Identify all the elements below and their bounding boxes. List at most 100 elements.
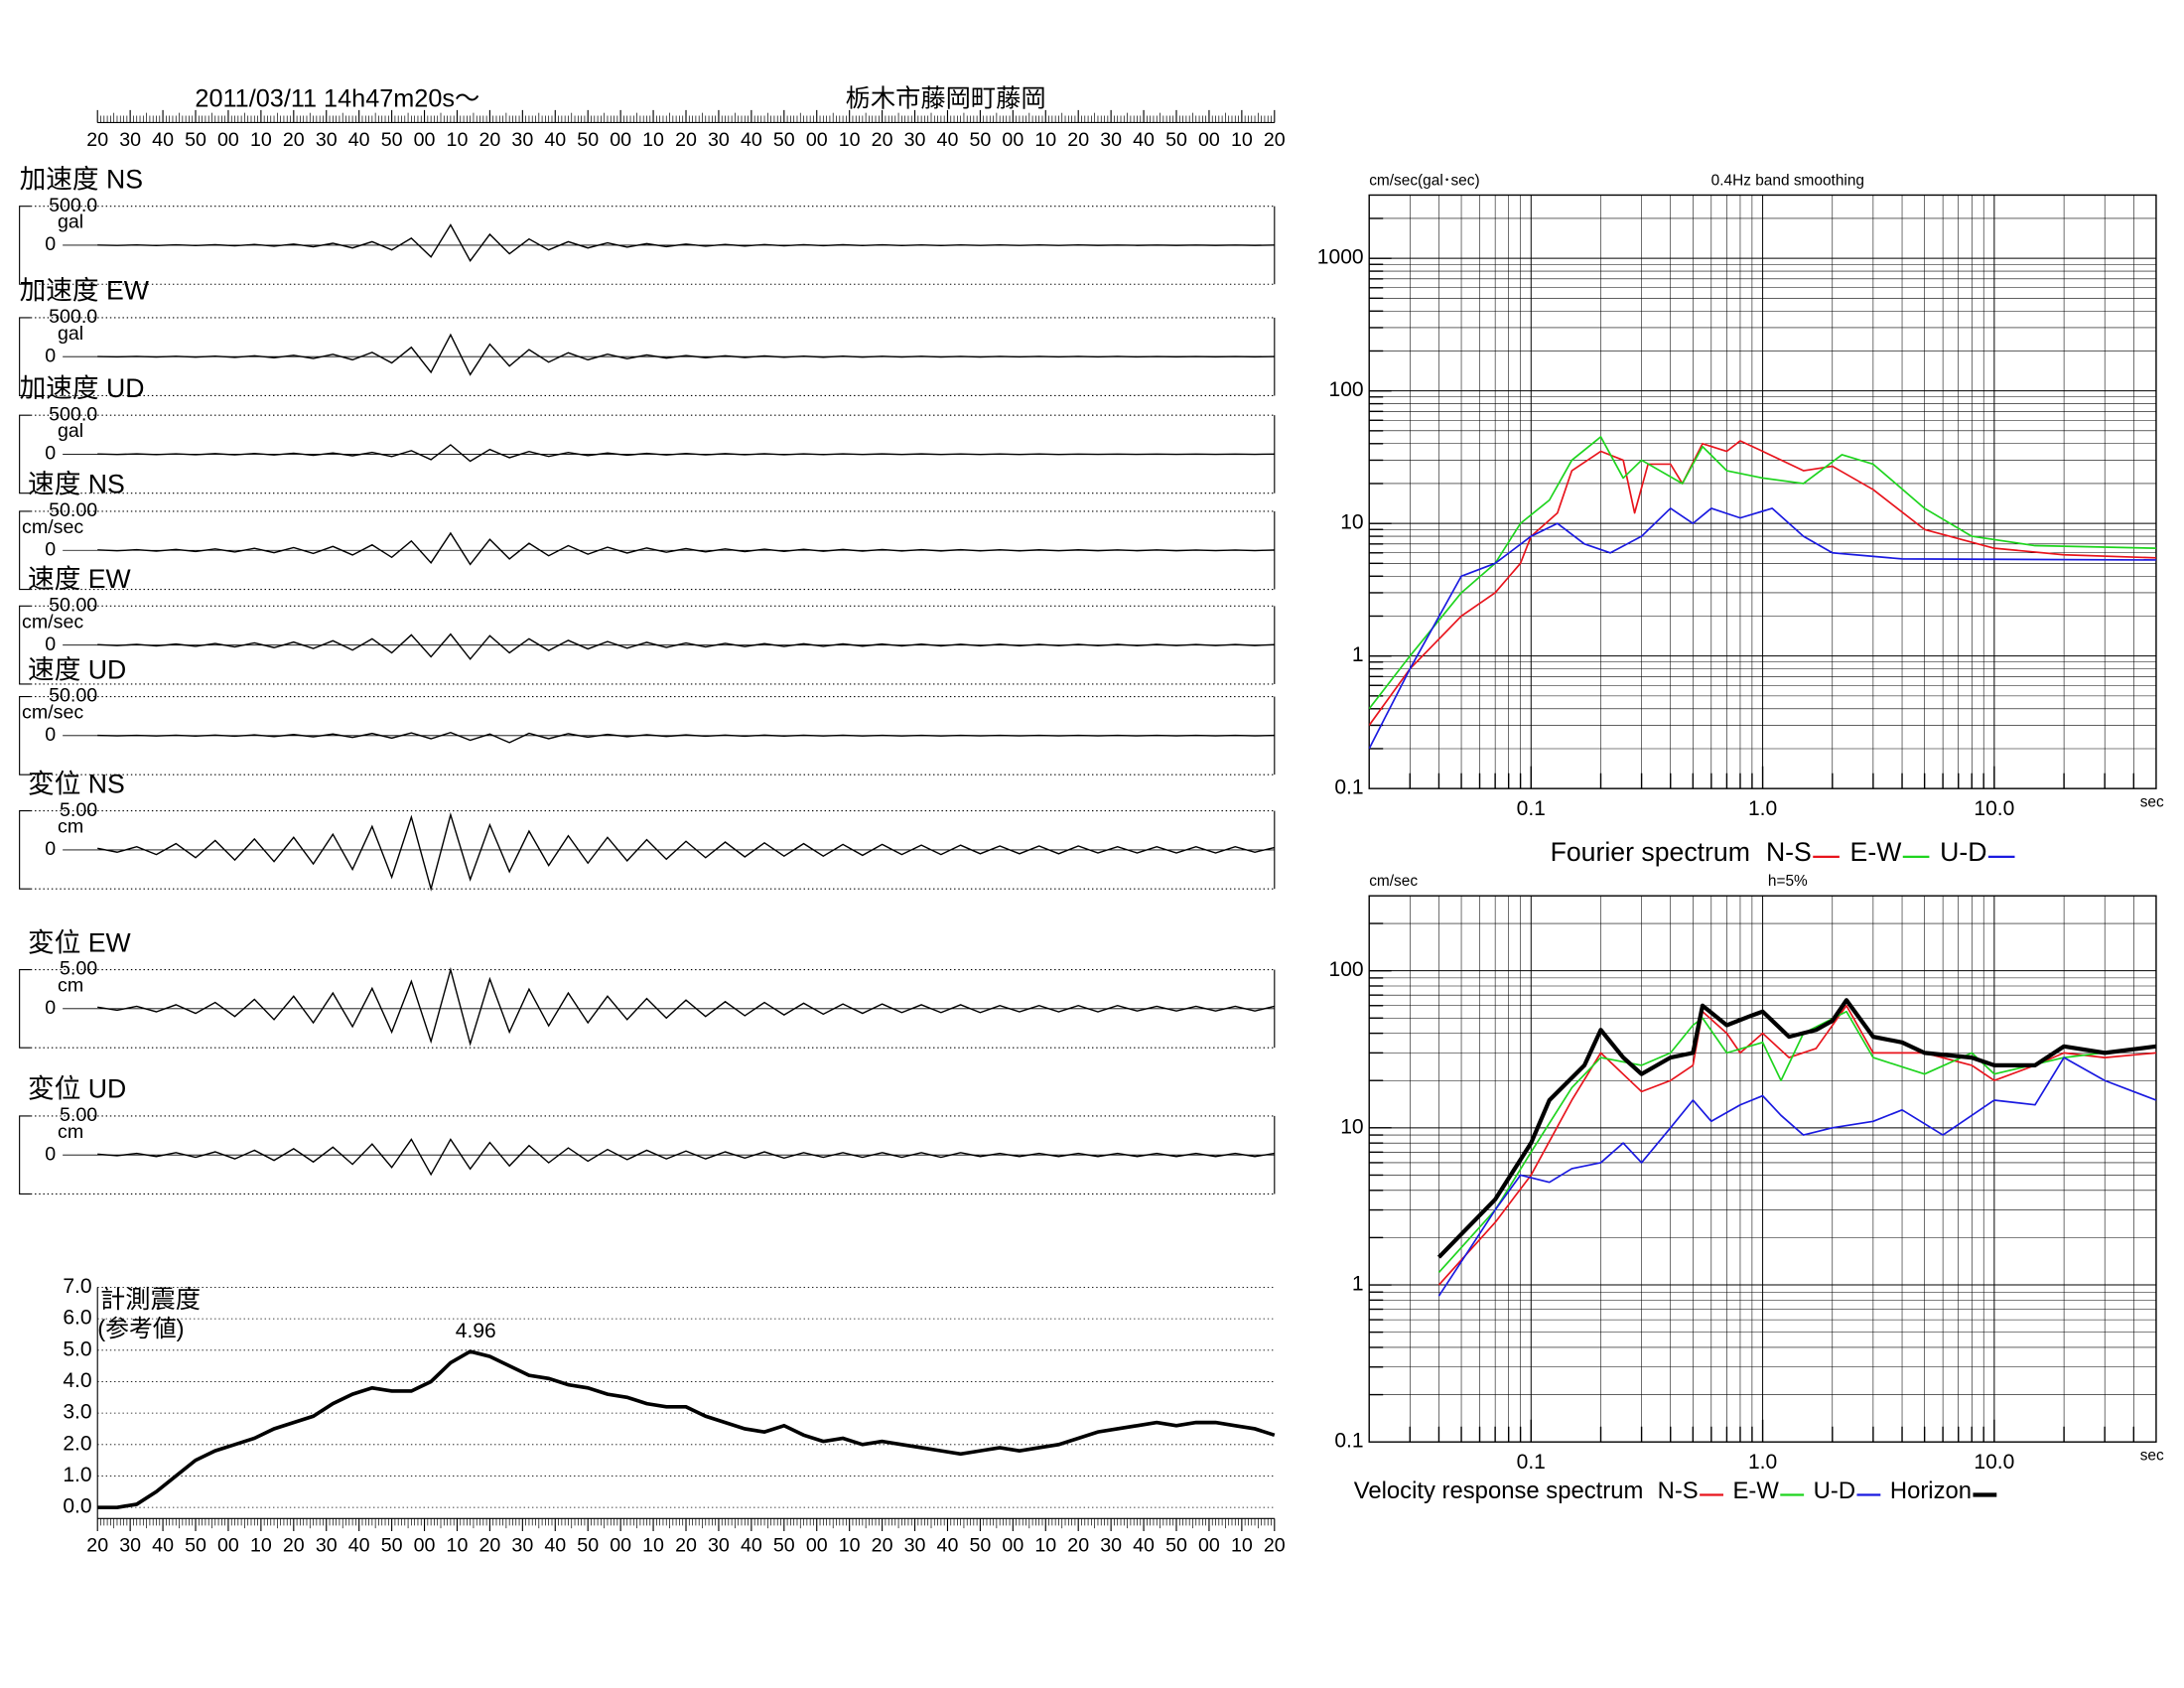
plot-frame — [1368, 895, 2157, 1443]
trace-unit: cm/sec — [22, 516, 83, 538]
intensity-line — [97, 1349, 1276, 1509]
panel-bracket — [19, 810, 31, 890]
ruler-label: 00 — [610, 1535, 631, 1557]
trace-unit: gal — [58, 323, 83, 345]
trace-scale-label: 500.0 — [49, 306, 97, 328]
ruler-label: 10 — [839, 129, 861, 151]
y-tick-label: 0.1 — [1334, 1430, 1363, 1453]
trace-scale-label: 0 — [45, 233, 56, 255]
ruler-label: 10 — [447, 1535, 469, 1557]
station-name: 栃木市藤岡町藤岡 — [846, 85, 1046, 113]
trace-scale-label: 5.00 — [60, 1104, 97, 1126]
ruler-label: 50 — [773, 129, 795, 151]
plot-frame — [1368, 194, 2157, 789]
trace-name: 変位 NS — [28, 769, 125, 798]
spectrum-line — [1437, 1010, 2156, 1274]
y-tick-label: 100 — [1329, 958, 1364, 981]
ruler-label: 20 — [1264, 1535, 1286, 1557]
ruler-label: 30 — [119, 1535, 141, 1557]
trace-scale-label: 0 — [45, 997, 56, 1019]
y-tick-label: 0.0 — [63, 1495, 91, 1518]
ruler-label: 20 — [478, 129, 500, 151]
trace-scale-label: 0 — [45, 633, 56, 655]
ruler-label: 00 — [806, 1535, 828, 1557]
ruler-label: 10 — [1034, 129, 1056, 151]
ruler-label: 50 — [1165, 1535, 1187, 1557]
spectrum-line — [1369, 436, 2156, 710]
y-tick-label: 100 — [1329, 378, 1364, 401]
ruler-label: 00 — [1198, 1535, 1220, 1557]
ruler-label: 20 — [1264, 129, 1286, 151]
waveform — [97, 633, 1275, 660]
panel-bracket — [19, 414, 31, 494]
legend-label: U-D — [1814, 1477, 1855, 1504]
ruler-label: 20 — [86, 1535, 108, 1557]
waveform — [97, 966, 1275, 1047]
trace-name: 変位 EW — [28, 927, 131, 957]
legend-label: E-W — [1733, 1477, 1780, 1504]
spectrum-line — [1437, 1056, 2156, 1297]
y-tick-label: 0.1 — [1334, 776, 1363, 799]
ruler-label: 30 — [316, 129, 338, 151]
trace-unit: cm — [58, 816, 83, 838]
ruler-label: 30 — [708, 1535, 730, 1557]
trace-name: 速度 NS — [28, 470, 125, 499]
trace-scale-label: 0 — [45, 443, 56, 465]
ruler-label: 10 — [642, 129, 664, 151]
trace-scale-label: 0 — [45, 538, 56, 560]
trace-scale-label: 500.0 — [49, 403, 97, 425]
panel-bracket — [19, 1115, 31, 1196]
waveform — [97, 223, 1275, 262]
ruler-label: 30 — [511, 129, 533, 151]
trace-scale-label: 5.00 — [60, 958, 97, 980]
spectrum-line — [1369, 507, 2156, 750]
ruler-label: 00 — [1002, 1535, 1024, 1557]
trace-scale-label: 0 — [45, 838, 56, 860]
ruler-label: 40 — [348, 129, 370, 151]
trace-name: 速度 UD — [28, 654, 126, 684]
ruler-label: 40 — [348, 1535, 370, 1557]
ruler-label: 50 — [185, 129, 206, 151]
x-tick-label: 10.0 — [1974, 1451, 2014, 1474]
y-tick-label: 4.0 — [63, 1369, 91, 1392]
y-tick-label: 2.0 — [63, 1432, 91, 1455]
ruler-label: 40 — [152, 129, 174, 151]
ruler-label: 30 — [904, 129, 926, 151]
ruler-label: 00 — [217, 129, 239, 151]
ruler-label: 30 — [904, 1535, 926, 1557]
ruler-label: 50 — [969, 129, 991, 151]
y-tick-label: 7.0 — [63, 1275, 91, 1298]
trace-scale-label: 50.00 — [49, 595, 97, 617]
y-tick-label: 10 — [1340, 1115, 1363, 1138]
ruler-label: 40 — [937, 1535, 959, 1557]
waveform — [97, 811, 1275, 892]
trace-name: 速度 EW — [28, 564, 131, 594]
x-tick-label: 0.1 — [1517, 797, 1546, 820]
trace-name: 加速度 UD — [20, 373, 145, 403]
panel-bracket — [19, 206, 31, 285]
waveform — [97, 444, 1275, 463]
legend-title: Velocity response spectrum — [1354, 1477, 1644, 1504]
ruler-label: 50 — [1165, 129, 1187, 151]
y-tick-label: 3.0 — [63, 1401, 91, 1424]
trace-scale-label: 500.0 — [49, 195, 97, 216]
trace-scale-label: 0 — [45, 1143, 56, 1165]
ruler-label: 00 — [610, 129, 631, 151]
ruler-label: 50 — [969, 1535, 991, 1557]
ruler-label: 40 — [1133, 1535, 1155, 1557]
ruler-label: 10 — [642, 1535, 664, 1557]
ruler-label: 30 — [708, 129, 730, 151]
ruler-label: 20 — [675, 1535, 697, 1557]
ruler-label: 10 — [1231, 129, 1253, 151]
chart-subtitle: (参考値) — [97, 1316, 184, 1342]
ruler-label: 00 — [1002, 129, 1024, 151]
ruler-label: 40 — [544, 129, 566, 151]
ruler-label: 10 — [839, 1535, 861, 1557]
spectrum-line — [1369, 440, 2156, 726]
ruler-label: 30 — [1100, 1535, 1122, 1557]
x-tick-label: 0.1 — [1517, 1451, 1546, 1474]
ruler-label: 50 — [773, 1535, 795, 1557]
ruler-label: 40 — [741, 129, 762, 151]
trace-unit: cm/sec — [22, 702, 83, 724]
